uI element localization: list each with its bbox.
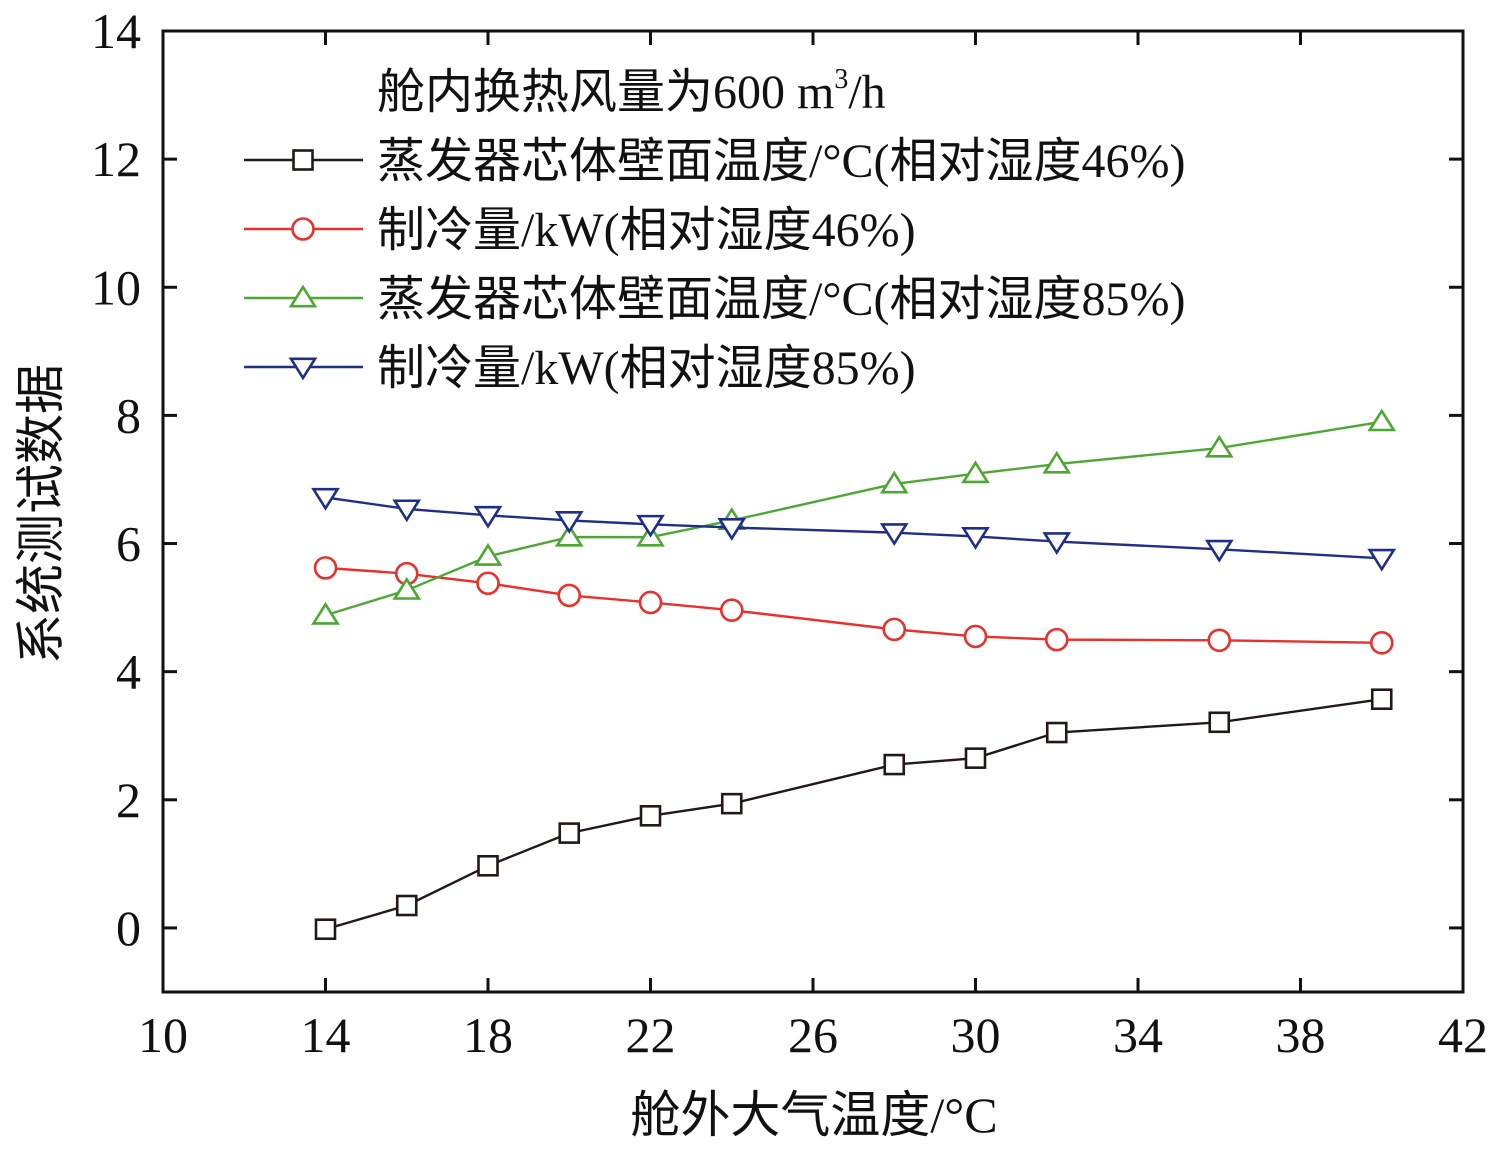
- data-point: [392, 576, 422, 600]
- data-point: [720, 792, 743, 815]
- x-tick-label: 18: [463, 1007, 513, 1063]
- x-tick-label: 26: [788, 1007, 838, 1063]
- y-tick-label: 6: [116, 516, 141, 572]
- legend-item: 蒸发器芯体壁面温度/°C(相对湿度46%): [244, 135, 1186, 188]
- legend-item: 制冷量/kW(相对湿度46%): [244, 204, 916, 257]
- data-point: [314, 918, 337, 941]
- x-tick-label: 30: [951, 1007, 1001, 1063]
- data-point: [961, 526, 990, 550]
- y-axis-label: 系统测试数据: [13, 364, 69, 664]
- legend-marker: [292, 149, 314, 171]
- data-point: [638, 590, 663, 615]
- series-circle: [313, 556, 1394, 655]
- data-point: [1045, 721, 1068, 744]
- legend-label: 蒸发器芯体壁面温度/°C(相对湿度46%): [377, 135, 1186, 188]
- series-line: [325, 698, 1382, 931]
- series-square: [314, 688, 1393, 941]
- legend-label: 制冷量/kW(相对湿度85%): [377, 342, 916, 395]
- series-layer: [311, 408, 1397, 941]
- legend-item: 制冷量/kW(相对湿度85%): [244, 342, 916, 395]
- legend-marker: [288, 357, 318, 381]
- data-point: [1042, 450, 1072, 474]
- data-point: [1367, 548, 1397, 572]
- data-point: [1204, 434, 1234, 458]
- y-tick-label: 14: [91, 3, 141, 59]
- data-point: [1204, 539, 1234, 563]
- data-point: [311, 487, 340, 511]
- legend-title: 舱内换热风量为600 m3/h: [377, 64, 886, 119]
- data-point: [554, 510, 584, 534]
- legend-items: 蒸发器芯体壁面温度/°C(相对湿度46%) 制冷量/kW(相对湿度46%) 蒸发器芯…: [244, 135, 1186, 395]
- legend: 舱内换热风量为600 m3/h 蒸发器芯体壁面温度/°C(相对湿度46%) 制冷量…: [244, 64, 1186, 395]
- x-tick-label: 10: [138, 1007, 188, 1063]
- x-tick-label: 42: [1438, 1007, 1488, 1063]
- y-tick-label: 4: [116, 644, 141, 700]
- series-triangle-down: [311, 487, 1397, 572]
- x-tick-label: 14: [301, 1007, 351, 1063]
- legend-item: 蒸发器芯体壁面温度/°C(相对湿度85%): [244, 273, 1186, 326]
- data-point: [636, 514, 665, 538]
- data-point: [883, 753, 906, 776]
- data-point: [879, 523, 909, 547]
- y-axis-ticks: 0 2 4 6 8 10 12 14: [91, 3, 1463, 956]
- y-tick-label: 8: [116, 387, 141, 443]
- y-tick-label: 12: [91, 131, 141, 187]
- legend-label: 制冷量/kW(相对湿度46%): [377, 204, 916, 257]
- legend-label: 蒸发器芯体壁面温度/°C(相对湿度85%): [377, 273, 1186, 326]
- data-point: [879, 470, 909, 494]
- data-point: [1370, 688, 1393, 711]
- x-axis-ticks: 10 14 18 22 26 30 34 38 42: [138, 31, 1488, 1063]
- legend-marker: [291, 217, 315, 241]
- data-point: [557, 583, 582, 608]
- data-point: [961, 460, 990, 484]
- data-point: [473, 505, 503, 529]
- x-axis-label: 舱外大气温度/°C: [630, 1087, 997, 1143]
- data-point: [882, 617, 907, 642]
- data-point: [1207, 628, 1232, 653]
- y-tick-label: 2: [116, 772, 141, 828]
- data-point: [558, 822, 581, 844]
- data-point: [473, 542, 503, 566]
- data-point: [313, 556, 338, 580]
- data-point: [392, 499, 422, 523]
- data-point: [311, 601, 340, 625]
- x-tick-label: 22: [626, 1007, 676, 1063]
- data-point: [1044, 627, 1069, 652]
- data-point: [1042, 532, 1072, 555]
- y-tick-label: 10: [91, 259, 141, 315]
- data-point: [395, 894, 418, 917]
- data-point: [964, 747, 987, 769]
- data-point: [717, 518, 747, 541]
- y-tick-label: 0: [116, 900, 141, 956]
- data-point: [1367, 408, 1397, 432]
- data-point: [639, 805, 662, 827]
- data-point: [476, 571, 500, 596]
- data-point: [963, 624, 988, 649]
- data-point: [1208, 711, 1231, 734]
- data-point: [1369, 631, 1394, 655]
- x-tick-label: 34: [1113, 1007, 1163, 1063]
- series-triangle-up: [311, 408, 1397, 625]
- data-point: [719, 598, 744, 622]
- legend-marker: [288, 284, 318, 308]
- data-point: [477, 854, 499, 877]
- data-point: [554, 523, 584, 547]
- x-tick-label: 38: [1276, 1007, 1326, 1063]
